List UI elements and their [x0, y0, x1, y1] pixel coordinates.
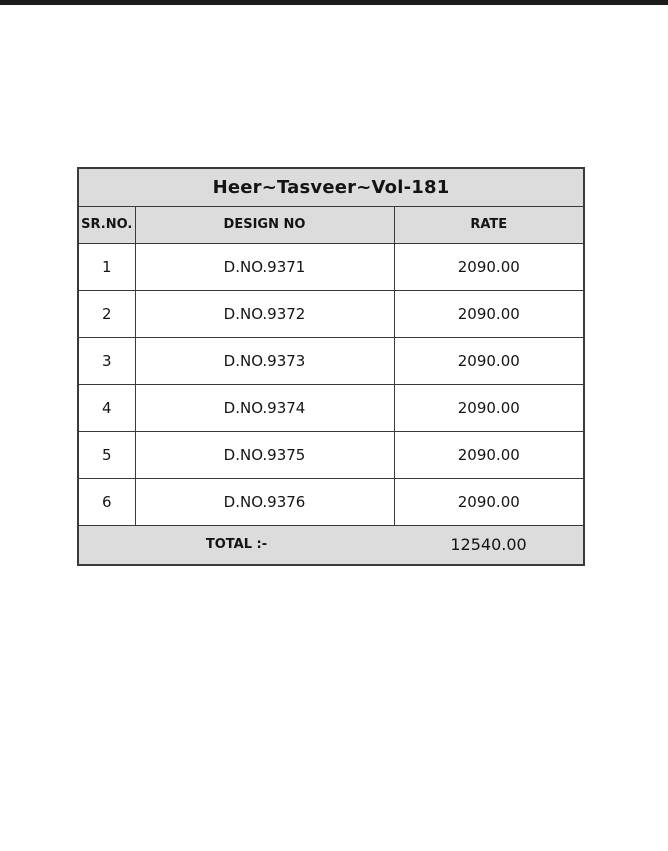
- sr-no-cell: 3: [77, 336, 136, 385]
- design-no-cell: D.NO.9373: [134, 336, 395, 385]
- design-no-cell: D.NO.9371: [134, 242, 395, 291]
- table-row: 4 D.NO.9374 2090.00: [77, 383, 585, 432]
- total-label: TOTAL :-: [77, 524, 394, 566]
- top-black-bar: [0, 0, 668, 5]
- design-no-cell: D.NO.9374: [134, 383, 395, 432]
- total-value: 12540.00: [394, 524, 585, 566]
- design-no-cell: D.NO.9376: [134, 477, 395, 526]
- price-list-document: Heer~Tasveer~Vol-181 SR.NO. DESIGN NO RA…: [77, 167, 586, 566]
- header-row: SR.NO. DESIGN NO RATE: [77, 205, 585, 244]
- column-header-sr-no: SR.NO.: [77, 205, 136, 244]
- table-row: 5 D.NO.9375 2090.00: [77, 430, 585, 479]
- sr-no-cell: 6: [77, 477, 136, 526]
- price-list-table: Heer~Tasveer~Vol-181 SR.NO. DESIGN NO RA…: [77, 167, 586, 566]
- table-title: Heer~Tasveer~Vol-181: [77, 167, 585, 207]
- title-row: Heer~Tasveer~Vol-181: [77, 167, 585, 207]
- table-row: 6 D.NO.9376 2090.00: [77, 477, 585, 526]
- total-row: TOTAL :- 12540.00: [77, 524, 585, 566]
- design-no-cell: D.NO.9375: [134, 430, 395, 479]
- rate-cell: 2090.00: [393, 383, 585, 432]
- design-no-cell: D.NO.9372: [134, 289, 395, 338]
- rate-cell: 2090.00: [393, 289, 585, 338]
- table-row: 2 D.NO.9372 2090.00: [77, 289, 585, 338]
- sr-no-cell: 5: [77, 430, 136, 479]
- sr-no-cell: 2: [77, 289, 136, 338]
- rate-cell: 2090.00: [393, 242, 585, 291]
- rate-cell: 2090.00: [393, 430, 585, 479]
- table-row: 1 D.NO.9371 2090.00: [77, 242, 585, 291]
- column-header-design-no: DESIGN NO: [134, 205, 395, 244]
- column-header-rate: RATE: [393, 205, 585, 244]
- table-row: 3 D.NO.9373 2090.00: [77, 336, 585, 385]
- rate-cell: 2090.00: [393, 477, 585, 526]
- sr-no-cell: 1: [77, 242, 136, 291]
- sr-no-cell: 4: [77, 383, 136, 432]
- rate-cell: 2090.00: [393, 336, 585, 385]
